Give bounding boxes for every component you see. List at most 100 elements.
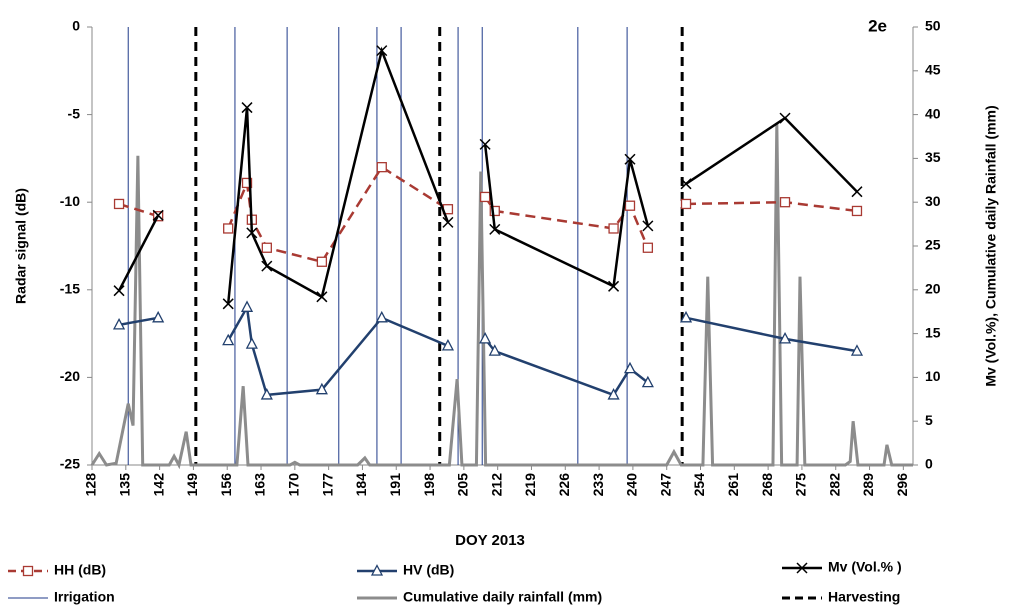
x-tick-label: 142 — [150, 473, 166, 497]
legend-label: Mv (Vol.% ) — [828, 559, 902, 575]
marker — [608, 223, 619, 234]
marker — [376, 162, 387, 173]
y2-tick-label: 15 — [925, 324, 941, 340]
marker — [375, 310, 388, 323]
legend-item: Cumulative daily rainfall (mm) — [357, 589, 602, 605]
x-tick-label: 296 — [894, 473, 910, 497]
marker — [376, 45, 388, 57]
x-tick-label: 226 — [556, 473, 572, 497]
series-line — [118, 303, 858, 397]
y-tick-label: 0 — [72, 18, 80, 34]
marker — [222, 333, 235, 346]
y2-axis-title: Mv (Vol.%), Cumulative daily Rainfall (m… — [983, 105, 999, 386]
x-axis-title: DOY 2013 — [455, 532, 525, 549]
y2-tick-label: 50 — [925, 18, 941, 34]
marker — [489, 205, 500, 217]
x-tick-label: 282 — [826, 473, 842, 497]
marker — [241, 177, 253, 189]
x-tick-label: 184 — [353, 473, 369, 497]
x-tick-label: 219 — [522, 473, 538, 497]
marker — [479, 138, 491, 150]
marker — [113, 198, 125, 210]
marker — [112, 317, 126, 330]
legend-item: Irrigation — [8, 589, 115, 605]
y-tick-label: -15 — [60, 281, 80, 297]
marker — [241, 102, 253, 114]
y2-tick-label: 40 — [925, 105, 941, 121]
x-tick-label: 289 — [860, 473, 876, 497]
marker — [624, 153, 636, 165]
legend-item: HV (dB) — [357, 562, 454, 578]
marker — [680, 178, 692, 190]
legend-label: HH (dB) — [54, 562, 106, 578]
legend-item: Mv (Vol.% ) — [782, 559, 902, 575]
y2-tick-label: 5 — [925, 412, 933, 428]
marker — [113, 285, 125, 297]
y-tick-label: -10 — [60, 193, 80, 209]
x-tick-label: 135 — [117, 473, 133, 497]
marker — [680, 198, 692, 210]
series-line — [90, 123, 913, 470]
marker — [152, 310, 165, 323]
x-tick-label: 156 — [218, 473, 234, 497]
x-tick-label: 261 — [725, 473, 741, 497]
marker — [623, 361, 637, 374]
x-tick-label: 163 — [252, 473, 268, 497]
y2-tick-label: 20 — [925, 281, 941, 297]
legend-item: Harvesting — [782, 589, 900, 605]
y2-tick-label: 0 — [925, 456, 933, 472]
legend-item: HH (dB) — [8, 562, 106, 578]
x-tick-label: 275 — [793, 473, 809, 497]
marker — [779, 197, 791, 208]
marker — [851, 186, 863, 198]
legend-label: Cumulative daily rainfall (mm) — [403, 589, 602, 605]
marker — [479, 191, 491, 203]
marker — [441, 338, 455, 351]
y-tick-label: -20 — [60, 368, 80, 384]
y2-tick-label: 25 — [925, 237, 941, 253]
marker — [222, 298, 234, 310]
y-axis-title: Radar signal (dB) — [13, 188, 29, 304]
marker — [261, 242, 272, 253]
y-tick-label: -5 — [68, 105, 81, 121]
marker — [642, 220, 654, 232]
x-tick-label: 177 — [319, 473, 335, 497]
marker — [624, 200, 636, 211]
x-tick-label: 128 — [83, 473, 99, 497]
y2-tick-label: 45 — [925, 62, 941, 78]
y2-tick-label: 10 — [925, 368, 941, 384]
annotation: 2e — [868, 16, 887, 35]
marker — [260, 388, 273, 400]
legend-label: HV (dB) — [403, 562, 454, 578]
marker — [679, 310, 693, 323]
marker — [315, 382, 328, 395]
marker — [489, 223, 501, 235]
marker — [779, 112, 791, 124]
x-tick-label: 240 — [624, 473, 640, 497]
marker — [488, 344, 501, 356]
marker — [316, 291, 328, 303]
x-tick-label: 191 — [387, 473, 403, 497]
marker — [152, 209, 164, 221]
marker — [245, 337, 258, 349]
marker — [240, 300, 254, 312]
y-tick-label: -25 — [60, 456, 80, 472]
legend-marker — [22, 565, 34, 577]
marker — [246, 227, 258, 239]
marker — [223, 223, 234, 234]
x-tick-label: 233 — [590, 473, 606, 497]
x-tick-label: 149 — [184, 473, 200, 497]
marker — [642, 242, 654, 253]
x-tick-label: 247 — [657, 473, 673, 497]
x-tick-label: 198 — [421, 473, 437, 497]
legend-marker — [796, 562, 808, 574]
marker — [316, 256, 328, 267]
y2-tick-label: 30 — [925, 193, 941, 209]
x-tick-label: 254 — [691, 473, 707, 497]
series-line — [117, 46, 858, 304]
x-tick-label: 268 — [759, 473, 775, 497]
x-tick-label: 170 — [286, 473, 302, 497]
marker — [778, 331, 792, 344]
legend-label: Harvesting — [828, 589, 900, 605]
x-tick-label: 205 — [455, 473, 471, 497]
